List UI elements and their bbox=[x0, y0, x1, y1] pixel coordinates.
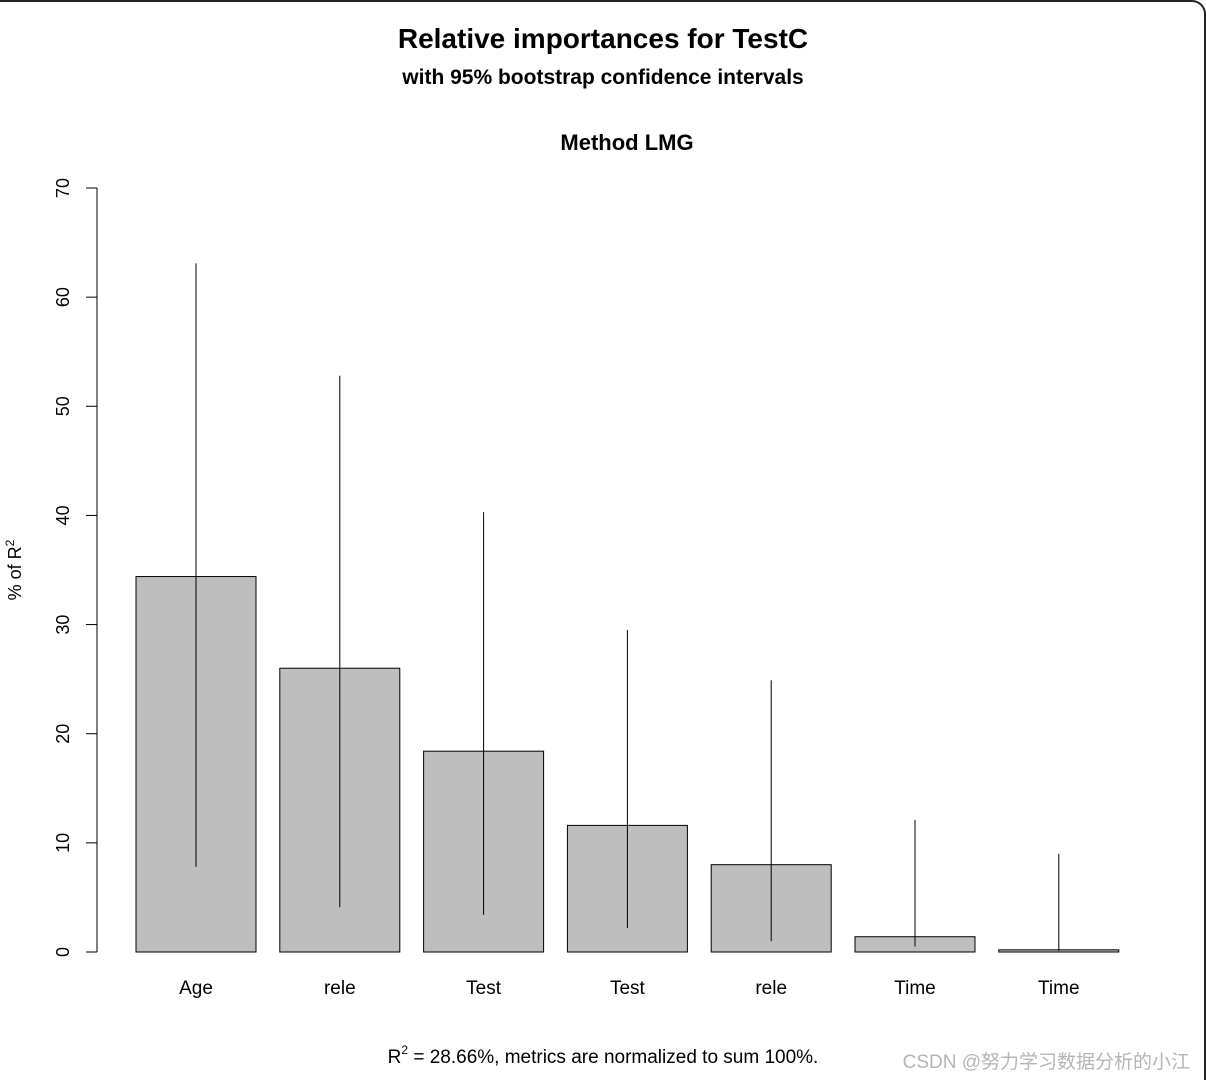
category-label-7: Time bbox=[1038, 978, 1080, 999]
y-axis-label: % of R2 bbox=[3, 539, 25, 600]
panel-title: Method LMG bbox=[560, 130, 693, 155]
y-tick-label-5: 40 bbox=[53, 505, 73, 525]
y-tick-label-1: 0 bbox=[53, 947, 73, 957]
category-label-5: rele bbox=[755, 978, 787, 999]
y-axis: 0 10 20 30 40 50 60 70 bbox=[53, 178, 98, 957]
y-tick-label-3: 20 bbox=[53, 724, 73, 744]
y-tick-label-2: 10 bbox=[53, 833, 73, 853]
category-label-4: Test bbox=[610, 978, 646, 999]
category-label-2: rele bbox=[324, 978, 356, 999]
y-tick-label-7: 60 bbox=[53, 287, 73, 307]
y-tick-label-6: 50 bbox=[53, 396, 73, 416]
category-label-6: Time bbox=[894, 978, 936, 999]
watermark: CSDN @努力学习数据分析的小江 bbox=[903, 1051, 1190, 1073]
footnote-r-superscript: 2 bbox=[401, 1043, 408, 1057]
y-axis-label-superscript: 2 bbox=[3, 539, 17, 546]
y-tick-label-4: 30 bbox=[53, 615, 73, 635]
category-labels: Age rele Test Test rele Time Time bbox=[179, 978, 1079, 999]
y-axis-label-main: % of R bbox=[5, 546, 25, 600]
footnote-text: = 28.66%, metrics are normalized to sum … bbox=[408, 1047, 818, 1068]
category-label-1: Age bbox=[179, 978, 213, 999]
footnote-r-symbol: R bbox=[388, 1047, 402, 1068]
chart-title: Relative importances for TestC bbox=[398, 23, 808, 54]
chart-subtitle: with 95% bootstrap confidence intervals bbox=[401, 66, 803, 89]
y-tick-label-8: 70 bbox=[53, 178, 73, 198]
footnote: R2 = 28.66%, metrics are normalized to s… bbox=[388, 1043, 819, 1068]
category-label-3: Test bbox=[466, 978, 502, 999]
confidence-intervals-group bbox=[195, 263, 1060, 951]
